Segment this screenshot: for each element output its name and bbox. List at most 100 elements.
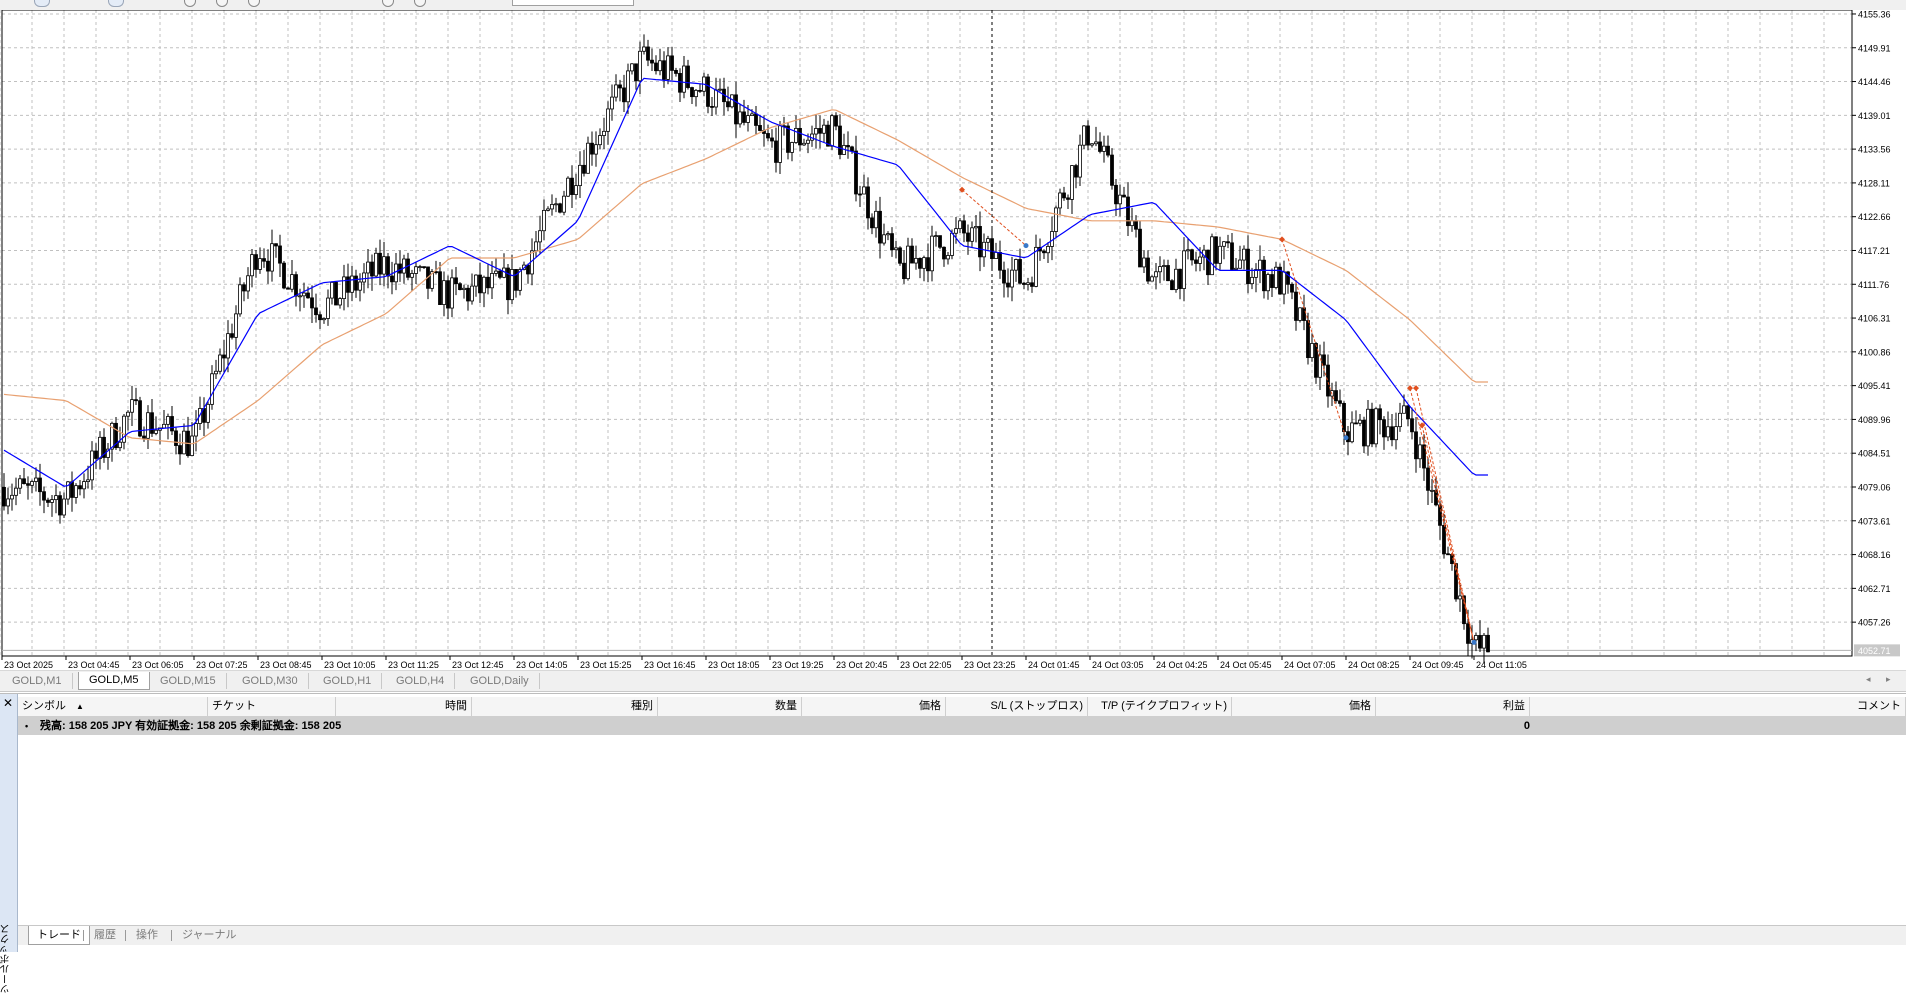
toolbar-circle-icon[interactable] [248,0,260,7]
candle-body [374,252,378,277]
column-header[interactable]: 数量 [658,697,802,716]
candle-body [50,499,54,503]
trade-entry-marker[interactable] [1413,385,1419,392]
symbol-tab[interactable]: GOLD,M15 [150,673,227,689]
candle-body [458,283,462,291]
candle-body [1386,426,1390,438]
candle-body [1382,419,1386,438]
price-tick-label: 4117.21 [1858,246,1890,256]
candle-body [674,69,678,74]
candle-body [86,479,90,482]
candle-body [194,423,198,437]
column-header[interactable]: 種別 [472,697,658,716]
trade-entry-marker[interactable] [1419,422,1425,429]
toolbox-tab[interactable]: トレード [28,926,90,945]
symbol-tab[interactable]: GOLD,H1 [313,673,383,689]
trade-exit-marker[interactable] [1023,243,1029,249]
candle-body [1054,207,1058,232]
candle-body [1414,431,1418,460]
column-header[interactable]: コメント [1530,697,1906,716]
symbol-tab[interactable]: GOLD,M30 [232,673,309,689]
candle-body [826,124,830,147]
chart-background [0,10,1906,670]
candle-body [58,495,62,516]
candle-body [1222,241,1226,247]
price-axis: 4155.36 4149.91 4144.46 4139.01 4133.56 4128.… [1852,10,1906,670]
candle-body [1042,250,1046,254]
toolbar-button[interactable] [108,0,124,7]
candle-body [1226,241,1230,244]
candle-body [294,274,298,297]
column-header[interactable]: 時間 [336,697,472,716]
price-tick-label: 4068.16 [1858,550,1891,560]
scroll-right-icon[interactable]: ▸ [1886,674,1891,684]
balance-row[interactable]: • 残高: 158 205 JPY 有効証拠金: 158 205 余剰証拠金: … [18,717,1906,735]
candle-body [350,275,354,293]
candle-body [926,257,930,272]
toolbox-tab[interactable]: 履歴 [94,929,116,941]
toolbox-tab[interactable]: 操作 [136,929,158,941]
candle-body [834,115,838,127]
candle-body [582,164,586,174]
column-header[interactable]: 利益 [1376,697,1530,716]
candle-body [766,133,770,139]
candle-body [970,227,974,242]
symbol-tab[interactable]: GOLD,Daily [460,673,540,689]
candle-body [390,275,394,283]
symbol-tab[interactable]: GOLD,H4 [386,673,456,689]
column-header[interactable]: T/P (テイクプロフィット) [1088,697,1232,716]
candle-body [754,113,758,126]
time-tick-label: 24 Oct 01:45 [1028,660,1080,670]
candle-body [1206,249,1210,276]
column-header[interactable]: チケット [208,697,336,716]
price-tick-label: 4079.06 [1858,482,1891,492]
candle-body [1086,125,1090,146]
toolbar-circle-icon[interactable] [414,0,426,7]
candle-body [1274,266,1278,288]
candle-body [326,297,330,319]
candle-body [422,266,426,269]
trade-exit-marker[interactable] [1343,435,1349,441]
candle-body [770,137,774,142]
symbol-tab[interactable]: GOLD,M5 [78,672,150,690]
candle-body [978,226,982,258]
trade-exit-marker[interactable] [1471,639,1477,645]
toolbar-button[interactable] [34,0,50,7]
price-tick-label: 4057.26 [1858,618,1891,628]
candle-body [1362,419,1366,447]
candle-body [618,84,622,89]
column-header[interactable]: S/L (ストップロス) [946,697,1088,716]
candle-body [1002,269,1006,284]
toolbar-circle-icon[interactable] [184,0,196,7]
price-chart[interactable]: 4155.36 4149.91 4144.46 4139.01 4133.56 4128.… [0,10,1906,670]
trade-markers [959,186,1477,645]
symbol-tab[interactable]: GOLD,M1 [2,673,73,689]
candle-body [882,234,886,244]
candle-body [1070,165,1074,200]
column-header[interactable]: シンボル ▲ [18,697,208,716]
candle-body [170,416,174,432]
candle-body [110,422,114,450]
close-icon[interactable]: ✕ [3,696,14,710]
candle-body [1418,444,1422,460]
column-header-label: コメント [1857,700,1901,712]
candle-body [554,203,558,206]
scroll-left-icon[interactable]: ◂ [1866,674,1871,684]
trade-entry-marker[interactable] [959,186,965,193]
candle-body [162,423,166,429]
toolbox-tab[interactable]: ジャーナル [182,929,237,941]
candle-body [622,87,626,103]
candle-body [1210,236,1214,276]
trade-entry-marker[interactable] [1279,236,1285,243]
trade-entry-marker[interactable] [1407,385,1413,392]
column-header-label: シンボル [22,700,66,712]
candle-body [1022,282,1026,285]
toolbar-input[interactable] [512,0,634,6]
candle-body [798,127,802,146]
toolbar-circle-icon[interactable] [216,0,228,7]
column-header[interactable]: 価格 [1232,697,1376,716]
toolbox-sidebar: ✕ ツールボックス [0,694,18,994]
column-header[interactable]: 価格 [802,697,946,716]
candle-body [310,297,314,309]
toolbar-circle-icon[interactable] [382,0,394,7]
